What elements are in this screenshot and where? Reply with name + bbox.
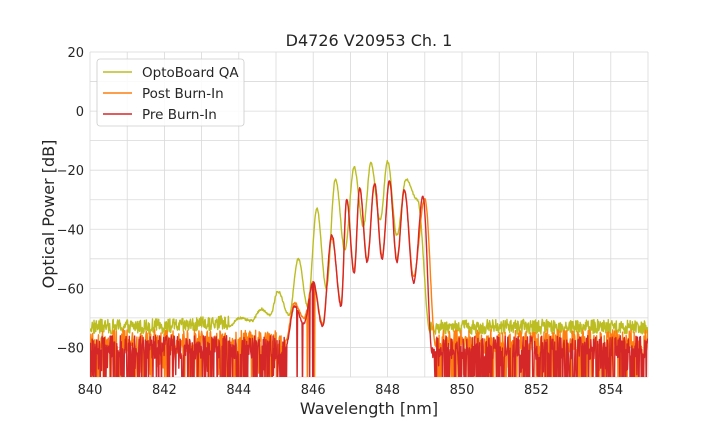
y-tick-label: −20 bbox=[57, 164, 84, 179]
x-axis-label: Wavelength [nm] bbox=[300, 399, 438, 418]
series-layer bbox=[90, 160, 648, 377]
legend: OptoBoard QA Post Burn-In Pre Burn-In bbox=[96, 58, 245, 127]
x-tick-label: 850 bbox=[450, 383, 475, 398]
legend-entry: Post Burn-In bbox=[142, 86, 224, 102]
x-tick-label: 852 bbox=[524, 383, 549, 398]
y-axis-label: Optical Power [dB] bbox=[39, 140, 58, 289]
y-tick-label: −60 bbox=[57, 282, 84, 297]
legend-box bbox=[96, 58, 245, 127]
legend-entry: OptoBoard QA bbox=[142, 65, 239, 81]
x-tick-label: 848 bbox=[375, 383, 400, 398]
x-tick-label: 854 bbox=[598, 383, 623, 398]
x-tick-label: 846 bbox=[301, 383, 326, 398]
x-tick-label: 840 bbox=[78, 383, 103, 398]
y-tick-label: 0 bbox=[76, 105, 84, 120]
chart-title: D4726 V20953 Ch. 1 bbox=[286, 31, 453, 50]
series-line-1 bbox=[90, 160, 648, 335]
x-tick-label: 844 bbox=[226, 383, 251, 398]
legend-entry: Pre Burn-In bbox=[142, 107, 217, 123]
y-tick-label: −80 bbox=[57, 341, 84, 356]
y-tick-label: −40 bbox=[57, 223, 84, 238]
ticks: 840 842 844 846 848 850 852 854 −80 −60 −40 −20 0 20 bbox=[57, 46, 624, 398]
x-tick-label: 842 bbox=[152, 383, 177, 398]
y-tick-label: 20 bbox=[67, 46, 84, 61]
series-line-3 bbox=[90, 180, 648, 377]
